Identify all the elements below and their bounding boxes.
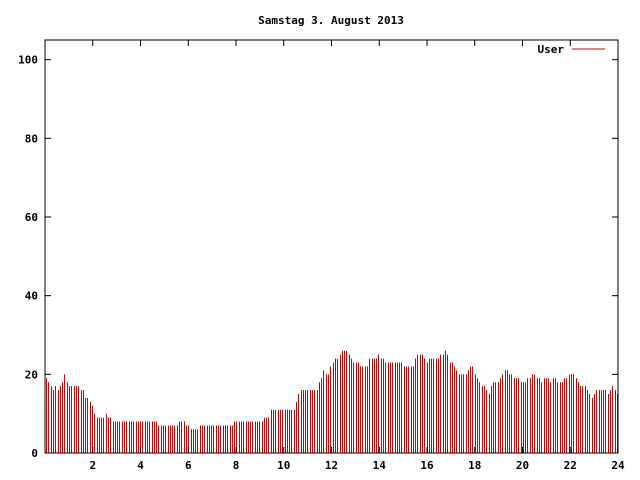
x-tick-label: 12 (325, 459, 338, 472)
legend-label-user: User (538, 43, 565, 56)
legend: User (538, 43, 605, 56)
bar-series-user (46, 350, 618, 453)
y-tick-label: 0 (31, 447, 38, 460)
x-tick-label: 18 (468, 459, 481, 472)
x-tick-label: 24 (611, 459, 625, 472)
x-tick-label: 16 (420, 459, 434, 472)
y-tick-label: 60 (25, 211, 38, 224)
y-tick-label: 40 (25, 290, 38, 303)
y-tick-label: 100 (18, 54, 38, 67)
x-tick-label: 6 (185, 459, 192, 472)
y-tick-label: 80 (25, 132, 38, 145)
x-tick-label: 14 (373, 459, 387, 472)
x-axis: 2 4 6 8 10 12 14 16 18 20 22 24 (89, 40, 625, 472)
chart-title: Samstag 3. August 2013 (258, 14, 404, 27)
x-tick-label: 20 (516, 459, 529, 472)
x-tick-label: 10 (277, 459, 290, 472)
x-tick-label: 2 (89, 459, 96, 472)
y-axis: 0 20 40 60 80 100 (18, 54, 618, 460)
x-tick-label: 22 (564, 459, 577, 472)
x-tick-label: 8 (233, 459, 240, 472)
x-tick-label: 4 (137, 459, 144, 472)
y-tick-label: 20 (25, 368, 38, 381)
